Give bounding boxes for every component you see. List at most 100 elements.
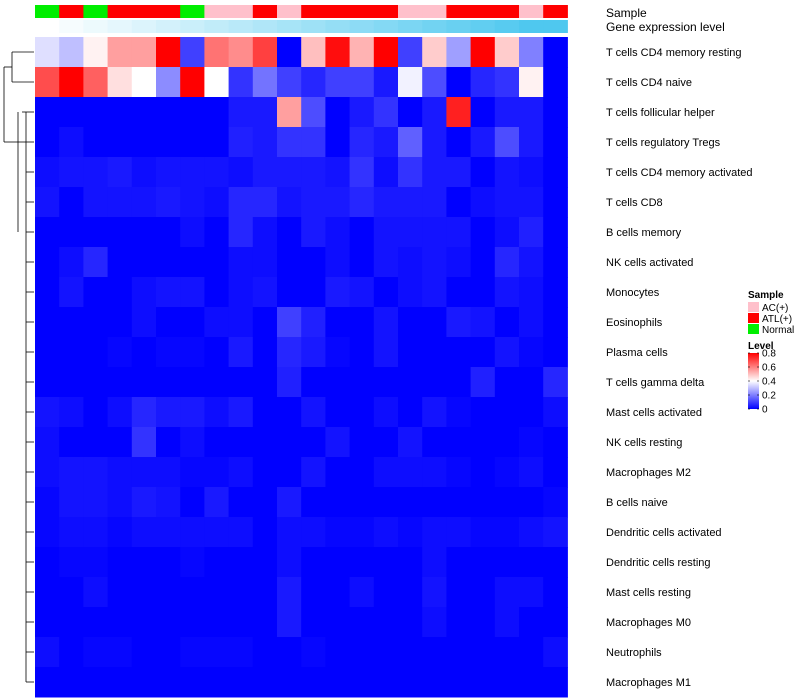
heatmap-cell	[131, 577, 157, 608]
heatmap-cell	[35, 487, 60, 518]
heatmap-cell	[470, 577, 496, 608]
gene-expression-annotation-cell	[543, 20, 568, 33]
heatmap-cell	[494, 577, 520, 608]
heatmap-cell	[494, 187, 520, 218]
heatmap-cell	[252, 367, 278, 398]
heatmap-cell	[131, 427, 157, 458]
heatmap-cell	[301, 637, 326, 668]
gene-expression-annotation-cell	[156, 20, 181, 33]
heatmap-cell	[301, 577, 326, 608]
heatmap-cell	[494, 307, 520, 338]
heatmap-cell	[59, 217, 84, 248]
heatmap-cell	[35, 607, 60, 638]
heatmap-cell	[422, 427, 447, 458]
heatmap-cell	[373, 607, 399, 638]
heatmap-cell	[470, 457, 496, 488]
heatmap-cell	[349, 667, 375, 698]
heatmap-cell	[156, 397, 181, 428]
sample-annotation-cell	[204, 5, 230, 18]
heatmap-cell	[422, 457, 447, 488]
heatmap-cell	[131, 547, 157, 578]
heatmap-cell	[446, 307, 472, 338]
heatmap-cell	[83, 577, 109, 608]
heatmap-cell	[180, 67, 205, 98]
heatmap-cell	[325, 337, 351, 368]
heatmap-cell	[35, 187, 60, 218]
heatmap-cell	[131, 397, 157, 428]
heatmap-cell	[156, 487, 181, 518]
level-tick-label: 0.2	[762, 391, 776, 402]
heatmap-cell	[446, 367, 472, 398]
sample-annotation-cell	[107, 5, 133, 18]
sample-annotation-cell	[83, 5, 109, 18]
heatmap-cell	[204, 517, 230, 548]
heatmap-cell	[373, 277, 399, 308]
heatmap-cell	[398, 67, 423, 98]
heatmap-cell	[204, 367, 230, 398]
heatmap-cell	[107, 157, 133, 188]
heatmap-cell	[325, 427, 351, 458]
heatmap-cell	[446, 607, 472, 638]
heatmap-cell	[301, 247, 326, 278]
gene-expression-annotation-cell	[422, 20, 447, 33]
heatmap-cell	[107, 667, 133, 698]
heatmap-cell	[301, 457, 326, 488]
heatmap-cell	[373, 397, 399, 428]
heatmap-cell	[470, 277, 496, 308]
heatmap-cell	[228, 97, 254, 128]
sample-annotation-cell	[349, 5, 375, 18]
heatmap-cell	[156, 637, 181, 668]
heatmap-cell	[543, 517, 568, 548]
heatmap-cell	[277, 517, 302, 548]
heatmap-cell	[373, 547, 399, 578]
heatmap-cell	[325, 457, 351, 488]
sample-legend-title: Sample	[748, 290, 784, 301]
heatmap-cell	[156, 547, 181, 578]
heatmap-cell	[422, 97, 447, 128]
heatmap-cell	[277, 307, 302, 338]
heatmap-cell	[446, 457, 472, 488]
heatmap-cell	[373, 127, 399, 158]
row-label: B cells naive	[606, 497, 668, 509]
heatmap-cell	[228, 427, 254, 458]
heatmap-cell	[107, 517, 133, 548]
row-label: Dendritic cells activated	[606, 527, 722, 539]
gene-expression-annotation-cell	[252, 20, 278, 33]
heatmap-cell	[349, 637, 375, 668]
heatmap-cell	[301, 217, 326, 248]
heatmap-cell	[349, 517, 375, 548]
gene-expression-annotation-cell	[470, 20, 496, 33]
heatmap-cell	[422, 667, 447, 698]
row-dendrogram	[3, 51, 34, 683]
heatmap-cell	[373, 487, 399, 518]
heatmap-cell	[519, 217, 544, 248]
heatmap-cell	[398, 307, 423, 338]
heatmap-cell	[180, 157, 205, 188]
heatmap-cell	[131, 37, 157, 68]
heatmap-cell	[519, 157, 544, 188]
heatmap-cell	[83, 547, 109, 578]
heatmap-cell	[83, 667, 109, 698]
gene-expression-annotation-cell	[35, 20, 60, 33]
sample-legend-swatch	[748, 302, 759, 312]
heatmap-cell	[252, 547, 278, 578]
heatmap-cell	[228, 487, 254, 518]
heatmap-cell	[349, 367, 375, 398]
heatmap-cell	[519, 517, 544, 548]
sample-annotation-cell	[301, 5, 326, 18]
heatmap-cell	[59, 247, 84, 278]
sample-annotation-bar	[35, 5, 568, 18]
heatmap-cell	[494, 457, 520, 488]
heatmap-cell	[277, 187, 302, 218]
heatmap-cell	[252, 277, 278, 308]
heatmap-cell	[519, 607, 544, 638]
heatmap-cell	[277, 397, 302, 428]
heatmap-cell	[519, 307, 544, 338]
heatmap-cell	[204, 427, 230, 458]
heatmap-cell	[180, 397, 205, 428]
heatmap-cell	[543, 607, 568, 638]
level-tick-label: 0.6	[762, 363, 776, 374]
heatmap-cell	[446, 397, 472, 428]
heatmap-cell	[204, 337, 230, 368]
